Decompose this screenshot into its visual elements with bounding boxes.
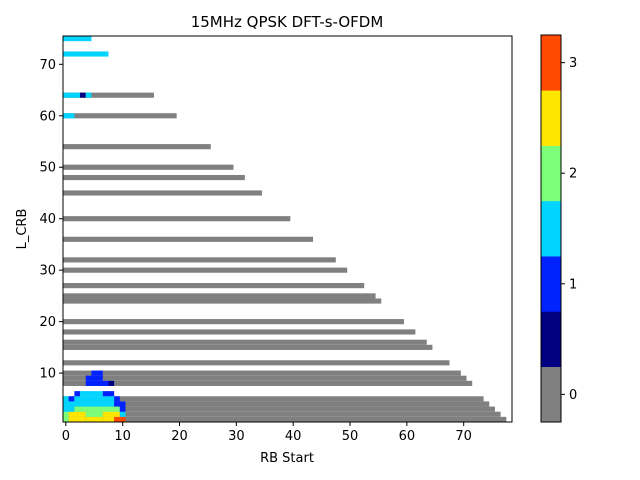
heatmap-cell bbox=[63, 401, 115, 407]
heatmap-cell bbox=[114, 416, 126, 422]
x-tick-label: 70 bbox=[455, 429, 472, 444]
colorbar-tick-label: 2 bbox=[569, 167, 577, 182]
colorbar-frame bbox=[540, 34, 562, 423]
colorbar-segment bbox=[541, 145, 561, 202]
heatmap-row-cells bbox=[63, 319, 405, 325]
heatmap-cell bbox=[102, 391, 115, 397]
heatmap-cell bbox=[63, 396, 69, 402]
colorbar-tick-label: 1 bbox=[569, 277, 577, 292]
heatmap-row-cells bbox=[63, 380, 473, 386]
x-tick-label: 50 bbox=[342, 429, 359, 444]
y-tick-label: 10 bbox=[39, 367, 56, 382]
heatmap-row-cells bbox=[63, 360, 450, 366]
heatmap-row-cells bbox=[63, 267, 348, 273]
y-axis-label: L_CRB bbox=[15, 209, 30, 250]
heatmap-cell bbox=[114, 401, 126, 407]
heatmap-cell bbox=[63, 416, 69, 422]
heatmap-row-cells bbox=[63, 293, 376, 299]
heatmap-row-cells bbox=[63, 113, 177, 119]
y-tick-label: 40 bbox=[39, 212, 56, 227]
x-tick-label: 10 bbox=[114, 429, 131, 444]
heatmap-cell bbox=[119, 406, 126, 412]
heatmap-row-cells bbox=[63, 257, 336, 263]
heatmap-cell bbox=[74, 396, 115, 402]
heatmap-cell bbox=[108, 380, 115, 386]
heatmap-cell bbox=[63, 92, 81, 98]
colorbar-segment bbox=[541, 311, 561, 368]
heatmap-row-cells bbox=[63, 411, 501, 417]
heatmap-cell bbox=[85, 375, 103, 381]
heatmap-cell bbox=[102, 411, 120, 417]
heatmap-cell bbox=[119, 411, 126, 417]
y-tick-label: 70 bbox=[39, 58, 56, 73]
x-tick-label: 20 bbox=[171, 429, 188, 444]
y-axis: 10 20 30 40 50 60 70 bbox=[39, 58, 63, 382]
heatmap-cell bbox=[63, 36, 92, 42]
heatmap-row-cells bbox=[63, 339, 427, 345]
heatmap-row-cells bbox=[63, 190, 262, 196]
y-tick-label: 60 bbox=[39, 109, 56, 124]
heatmap-row-cells bbox=[63, 416, 507, 422]
heatmap-cell bbox=[68, 411, 86, 417]
heatmap-row-cells bbox=[63, 298, 382, 304]
heatmap-row-cells bbox=[63, 283, 365, 289]
heatmap-row-cells bbox=[63, 375, 467, 381]
heatmap-row-cells bbox=[63, 344, 433, 350]
colorbar-segment bbox=[541, 35, 561, 91]
plot-area bbox=[63, 36, 507, 422]
x-tick-label: 30 bbox=[228, 429, 245, 444]
heatmap-cell bbox=[63, 406, 75, 412]
heatmap-cell bbox=[85, 416, 103, 422]
heatmap-row-cells bbox=[63, 144, 211, 150]
heatmap-cell bbox=[63, 51, 109, 57]
plot-frame bbox=[62, 35, 513, 423]
heatmap-row-cells bbox=[63, 236, 314, 242]
heatmap-row-cells bbox=[63, 164, 234, 170]
colorbar-segment bbox=[541, 200, 561, 257]
heatmap-cell bbox=[80, 92, 86, 98]
heatmap-cell bbox=[85, 411, 103, 417]
heatmap-cell bbox=[68, 416, 86, 422]
x-tick-label: 60 bbox=[399, 429, 416, 444]
colorbar bbox=[540, 34, 562, 423]
heatmap-row-cells bbox=[63, 396, 484, 402]
heatmap-row-cells bbox=[63, 174, 245, 181]
heatmap-cell bbox=[74, 391, 81, 397]
heatmap-row-cells bbox=[63, 406, 495, 412]
heatmap-cell bbox=[91, 370, 103, 376]
x-axis: 0 10 20 30 40 50 60 70 bbox=[62, 422, 472, 444]
y-tick-label: 30 bbox=[39, 264, 56, 279]
colorbar-tick-label: 0 bbox=[569, 388, 577, 403]
x-axis-label: RB Start bbox=[260, 451, 314, 466]
x-tick-label: 40 bbox=[285, 429, 302, 444]
colorbar-segment bbox=[541, 90, 561, 146]
heatmap-row-cells bbox=[63, 370, 461, 376]
heatmap-row-cells bbox=[63, 329, 416, 335]
heatmap-cell bbox=[63, 113, 75, 119]
colorbar-segment bbox=[541, 366, 561, 423]
heatmap-row-cells bbox=[63, 401, 490, 407]
heatmap-cell bbox=[85, 92, 92, 98]
heatmap-row-cells bbox=[63, 216, 291, 222]
y-tick-label: 20 bbox=[39, 315, 56, 330]
colorbar-segment bbox=[541, 256, 561, 312]
colorbar-tick-label: 3 bbox=[569, 56, 577, 71]
heatmap-cell bbox=[114, 396, 120, 402]
heatmap-cell bbox=[68, 396, 75, 402]
colorbar-axis: 0 1 2 3 bbox=[561, 56, 577, 403]
chart-title: 15MHz QPSK DFT-s-OFDM bbox=[191, 13, 384, 31]
y-tick-label: 50 bbox=[39, 161, 56, 176]
heatmap-cell bbox=[102, 416, 115, 422]
x-tick-label: 0 bbox=[62, 429, 70, 444]
heatmap-cell bbox=[63, 411, 69, 417]
heatmap-cell bbox=[80, 391, 103, 397]
heatmap-cell bbox=[85, 380, 109, 386]
heatmap-cell bbox=[74, 406, 120, 412]
heatmap-row-cells bbox=[63, 92, 154, 98]
